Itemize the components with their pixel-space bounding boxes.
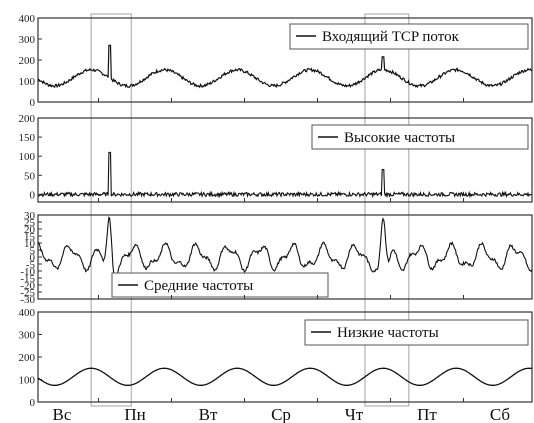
y-tick-label: 0 (30, 189, 36, 201)
x-tick-label-day: Вт (199, 405, 218, 423)
y-tick-label: 150 (19, 132, 36, 144)
highlight-band (90, 13, 133, 407)
y-tick-label: -15 (20, 273, 35, 285)
y-tick-label: 100 (19, 375, 36, 387)
legend-box (311, 124, 529, 150)
y-tick-label: 400 (19, 307, 36, 319)
y-tick-label: 20 (24, 224, 36, 236)
legend-label: Высокие частоты (344, 130, 455, 146)
x-tick-label-day: Пн (124, 405, 145, 423)
panel-low-frequencies: 0 100 200 300 400 Низкие частоты (19, 307, 533, 409)
y-tick-label: -25 (20, 287, 35, 299)
y-tick-label: 300 (19, 330, 36, 342)
y-tick-label: 100 (19, 151, 36, 163)
legend-box (289, 23, 529, 50)
series-line (37, 367, 533, 386)
y-tick-label: 50 (24, 170, 36, 182)
y-ticks: 0 100 200 300 400 (19, 13, 42, 109)
legend: Низкие частоты (304, 319, 529, 346)
series-line (38, 151, 533, 199)
highlight-band (364, 13, 410, 407)
y-tick-label: -10 (20, 266, 35, 278)
y-tick-label: -20 (20, 280, 35, 292)
x-tick-label-day: Сб (490, 405, 510, 423)
y-tick-label: 10 (24, 238, 36, 250)
y-tick-label: 25 (24, 217, 36, 229)
y-tick-label: 200 (19, 352, 36, 364)
y-tick-label: 300 (19, 34, 36, 46)
x-tick-label-day: Чт (345, 405, 364, 423)
series-line (37, 44, 533, 89)
x-tick-label-day: Пт (417, 405, 437, 423)
legend-label: Средние частоты (144, 278, 253, 294)
y-tick-label: 0 (30, 397, 36, 409)
y-tick-label: 5 (30, 245, 36, 257)
legend: Входящий TCP поток (289, 23, 529, 50)
x-tick-label-day: Ср (271, 405, 291, 423)
legend-box (304, 319, 529, 346)
y-tick-label: 200 (19, 55, 36, 67)
y-tick-label: 15 (24, 231, 36, 243)
x-axis-day-ticks (98, 98, 464, 402)
y-ticks: 0 100 200 300 400 (19, 307, 42, 409)
y-tick-label: 0 (30, 97, 36, 109)
legend-label: Низкие частоты (337, 325, 439, 341)
y-ticks: 0 50 100 150 200 (19, 113, 42, 201)
y-tick-label: 200 (19, 113, 36, 125)
legend-label: Входящий TCP поток (322, 29, 460, 45)
y-tick-label: 100 (19, 76, 36, 88)
y-tick-label: 30 (24, 210, 36, 222)
legend-box (111, 272, 329, 298)
y-tick-label: 400 (19, 13, 36, 25)
panel-high-frequencies: 0 50 100 150 200 Высокие частоты (19, 113, 533, 203)
y-tick-label: -30 (20, 294, 35, 306)
series-line (37, 215, 533, 281)
highlight-bands (90, 13, 410, 407)
legend: Средние частоты (111, 272, 329, 298)
panel-incoming-tcp: 0 100 200 300 400 Входящий TCP поток (19, 13, 533, 109)
y-tick-label: 0 (30, 252, 36, 264)
y-tick-label: -5 (26, 259, 36, 271)
x-tick-label-day: Вс (53, 405, 72, 423)
legend: Высокие частоты (311, 124, 529, 150)
panel-frame (37, 117, 533, 203)
x-axis-day-labels: Вс Пн Вт Ср Чт Пт Сб (53, 405, 511, 423)
